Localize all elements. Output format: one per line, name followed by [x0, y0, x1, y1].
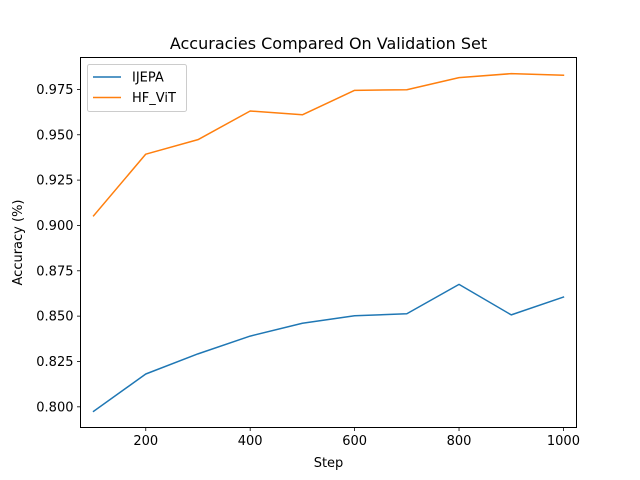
chart-title: Accuracies Compared On Validation Set — [170, 34, 487, 53]
series-line-hf-vit — [92, 72, 565, 217]
x-axis-label: Step — [314, 456, 344, 471]
plot-area — [92, 72, 565, 413]
y-tick-label: 0.925 — [36, 174, 73, 189]
x-tick-label: 1000 — [547, 434, 580, 449]
legend-label: HF_ViT — [132, 91, 176, 106]
y-tick-label: 0.975 — [36, 83, 73, 98]
y-tick-label: 0.825 — [36, 355, 73, 370]
y-tick-label: 0.875 — [36, 264, 73, 279]
series-line-ijepa — [92, 283, 565, 413]
x-tick-label: 200 — [133, 434, 158, 449]
axes-frame — [80, 57, 577, 428]
x-tick-label: 600 — [342, 434, 367, 449]
y-tick-label: 0.950 — [36, 128, 73, 143]
x-tick-label: 800 — [447, 434, 472, 449]
legend-label: IJEPA — [132, 71, 164, 86]
y-tick-label: 0.850 — [36, 310, 73, 325]
y-axis-label: Accuracy (%) — [11, 200, 26, 286]
y-axis: 0.800 0.825 0.850 0.875 0.900 0.925 0.950 0.975 — [36, 83, 81, 415]
x-axis: 200 400 600 800 1000 — [133, 427, 580, 449]
x-tick-label: 400 — [238, 434, 263, 449]
y-tick-label: 0.800 — [36, 400, 73, 415]
y-tick-label: 0.900 — [36, 219, 73, 234]
legend: IJEPA HF_ViT — [87, 64, 187, 112]
